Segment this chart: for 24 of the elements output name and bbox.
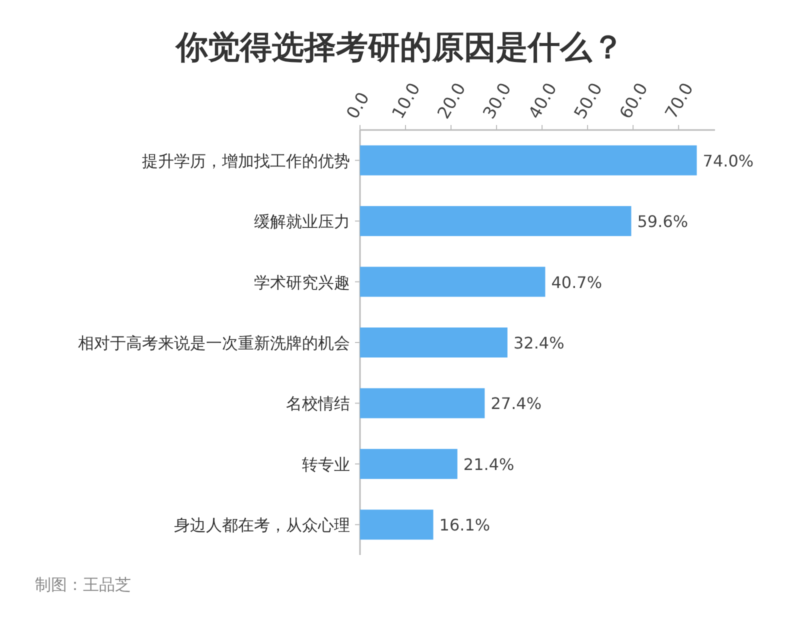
x-tick-label: 0.0	[343, 89, 374, 122]
y-tick-label: 提升学历，增加找工作的优势	[142, 151, 350, 170]
y-tick-label: 身边人都在考，从众心理	[174, 516, 350, 535]
bar	[360, 328, 508, 358]
data-label: 32.4%	[513, 334, 564, 352]
data-label: 74.0%	[702, 151, 754, 170]
data-label: 59.6%	[637, 212, 688, 232]
data-label: 16.1%	[439, 516, 490, 535]
bar	[360, 145, 697, 176]
text: 制图：王品芝	[35, 575, 131, 594]
y-tick-label: 缓解就业压力	[254, 212, 350, 232]
data-label: 27.4%	[490, 394, 542, 414]
y-tick-label: 学术研究兴趣	[254, 272, 350, 292]
bar	[360, 448, 458, 479]
bar	[360, 510, 434, 540]
bar	[360, 266, 546, 297]
bar	[360, 206, 632, 236]
y-tick-label: 转专业	[302, 454, 350, 474]
data-label: 21.4%	[463, 454, 514, 474]
bar	[360, 388, 485, 418]
y-tick-label: 名校情结	[286, 394, 350, 414]
chart-title: 你觉得选择考研的原因是什么？	[174, 28, 624, 66]
y-tick-label: 相对于高考来说是一次重新洗牌的机会	[78, 334, 350, 352]
data-label: 40.7%	[551, 272, 602, 292]
